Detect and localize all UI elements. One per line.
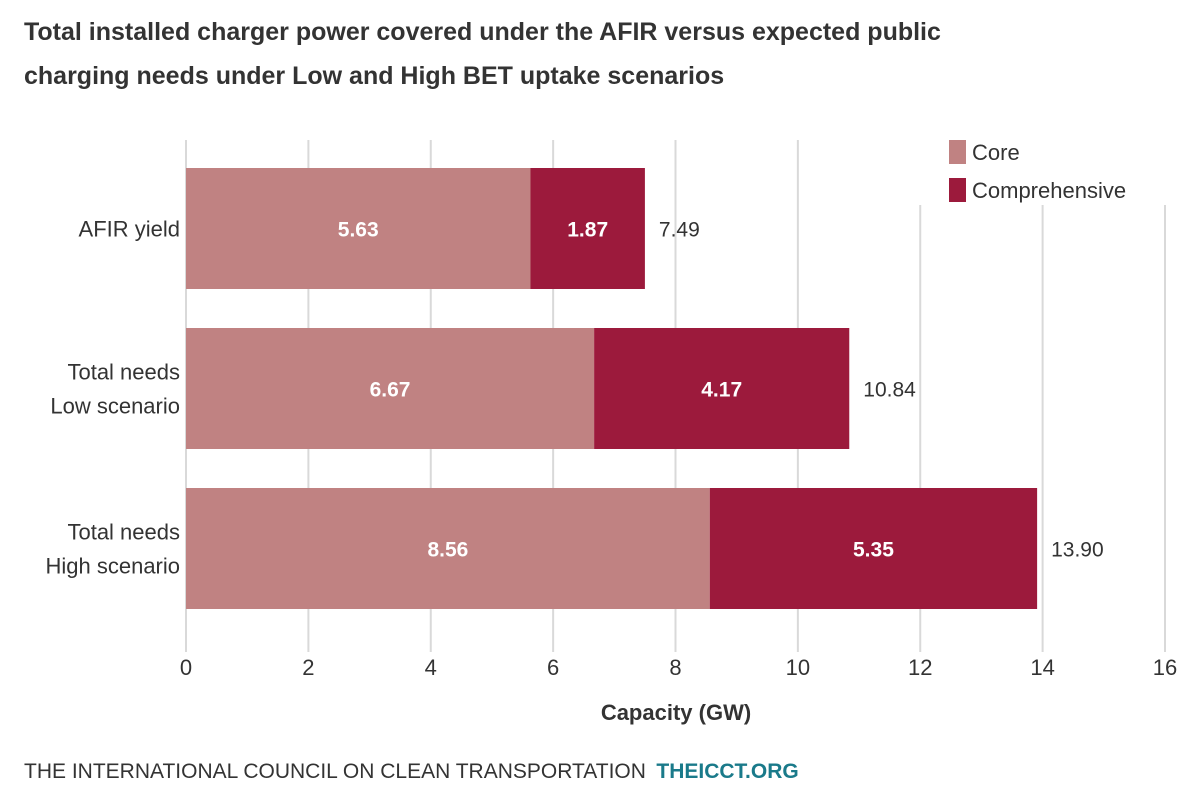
x-tick-label: 16: [1153, 655, 1177, 680]
bar-core: [186, 488, 710, 609]
category-label: AFIR yield: [79, 217, 180, 242]
x-tick-label: 4: [425, 655, 437, 680]
x-axis-label: Capacity (GW): [601, 700, 751, 725]
category-label: High scenario: [45, 554, 180, 579]
category-label: Total needs: [67, 360, 180, 385]
data-label: 6.67: [370, 379, 411, 402]
category-label: Low scenario: [50, 394, 180, 419]
x-tick-label: 10: [786, 655, 810, 680]
x-tick-label: 2: [302, 655, 314, 680]
total-label: 7.49: [659, 219, 700, 242]
x-ticks: 0 2 4 6 8 10 12 14 16: [180, 655, 1177, 680]
legend-swatch: [949, 140, 966, 164]
footer-site[interactable]: THEICCT.ORG: [656, 760, 798, 783]
x-tick-label: 0: [180, 655, 192, 680]
x-tick-label: 8: [669, 655, 681, 680]
legend-label: Comprehensive: [972, 178, 1126, 203]
total-label: 13.90: [1051, 539, 1104, 562]
data-label: 5.35: [853, 539, 894, 562]
bar-core: [186, 328, 595, 449]
data-label: 8.56: [427, 539, 468, 562]
footer-org: THE INTERNATIONAL COUNCIL ON CLEAN TRANS…: [24, 760, 646, 783]
bar-comprehensive: [709, 488, 1038, 609]
footer: THE INTERNATIONAL COUNCIL ON CLEAN TRANS…: [24, 760, 799, 783]
x-tick-label: 14: [1030, 655, 1054, 680]
x-tick-label: 12: [908, 655, 932, 680]
category-label: Total needs: [67, 520, 180, 545]
legend-label: Core: [972, 140, 1020, 165]
data-label: 4.17: [701, 379, 742, 402]
x-tick-label: 6: [547, 655, 559, 680]
bars: 5.63 1.87 7.49 6.67 4.17 10.84 8.56 5.35 13.90: [186, 168, 1104, 609]
chart-title-line-1: Total installed charger power covered un…: [24, 18, 941, 46]
bar-comprehensive: [530, 168, 645, 289]
legend: Core Comprehensive: [949, 140, 1126, 203]
bar-core: [186, 168, 531, 289]
legend-swatch: [949, 178, 966, 202]
data-label: 5.63: [338, 219, 379, 242]
chart-title-line-2: charging needs under Low and High BET up…: [24, 62, 724, 90]
total-label: 10.84: [863, 379, 916, 402]
data-label: 1.87: [567, 219, 608, 242]
bar-comprehensive: [594, 328, 850, 449]
category-labels: AFIR yield Total needs Low scenario Total n…: [45, 217, 180, 579]
